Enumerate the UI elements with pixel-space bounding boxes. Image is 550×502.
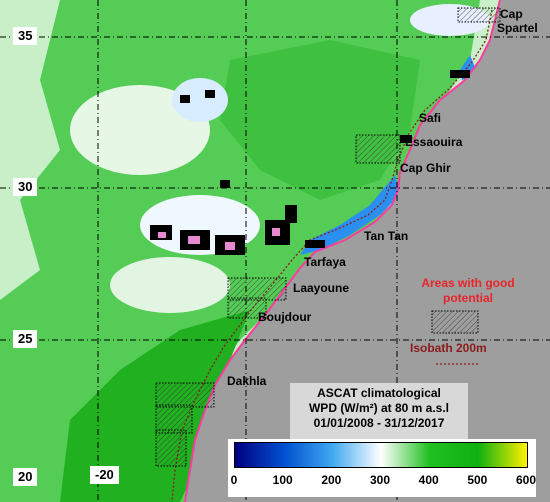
white-patch-2 bbox=[172, 78, 228, 122]
label-tan-tan: Tan Tan bbox=[364, 229, 409, 243]
blue-coastal-band bbox=[300, 175, 400, 255]
colorbar-gradient bbox=[234, 442, 528, 468]
colorbar: 0 100 200 300 400 500 600 bbox=[228, 439, 536, 497]
info-line3: 01/01/2008 - 31/12/2017 bbox=[313, 416, 445, 430]
label-tarfaya: Tarfaya bbox=[304, 255, 346, 269]
label-boujdour: Boujdour bbox=[258, 310, 312, 324]
white-patch-4 bbox=[110, 257, 230, 313]
info-box: ASCAT climatological WPD (W/m²) at 80 m … bbox=[290, 383, 468, 439]
colorbar-tick-300: 300 bbox=[369, 473, 391, 487]
pink-clusters bbox=[158, 228, 280, 250]
legend-areas-line1: Areas with good bbox=[421, 276, 515, 290]
colorbar-tick-200: 200 bbox=[321, 473, 342, 487]
lat-label-35: 35 bbox=[13, 27, 38, 45]
legend-areas-line2: potential bbox=[443, 291, 493, 305]
lat-label-20: 20 bbox=[13, 468, 38, 486]
lat-label-30: 30 bbox=[13, 178, 38, 196]
lon-label-minus20: -20 bbox=[90, 466, 119, 484]
label-laayoune: Laayoune bbox=[293, 281, 350, 295]
label-cap-ghir: Cap Ghir bbox=[400, 161, 451, 175]
isobath-line bbox=[171, 9, 493, 502]
label-spartel: Spartel bbox=[497, 21, 538, 35]
colorbar-tick-400: 400 bbox=[418, 473, 439, 487]
label-essaouira: Essaouira bbox=[405, 135, 463, 149]
info-line1: ASCAT climatological bbox=[317, 386, 441, 400]
colorbar-tick-500: 500 bbox=[467, 473, 488, 487]
legend-areas-title: Areas with good potential bbox=[398, 276, 538, 306]
colorbar-tick-0: 0 bbox=[230, 473, 238, 487]
label-cap: Cap bbox=[500, 7, 523, 21]
wpd-green-strong bbox=[60, 310, 250, 502]
good-potential-areas bbox=[155, 7, 501, 467]
colorbar-tick-600: 600 bbox=[515, 473, 537, 487]
info-line2: WPD (W/m²) at 80 m a.s.l bbox=[308, 401, 450, 415]
black-clusters bbox=[150, 70, 470, 255]
label-safi: Safi bbox=[419, 111, 442, 125]
colorbar-tick-100: 100 bbox=[272, 473, 293, 487]
legend-area-sample bbox=[431, 310, 479, 334]
lat-label-25: 25 bbox=[13, 330, 38, 348]
legend-isobath-label: Isobath 200m bbox=[410, 341, 487, 355]
land-africa bbox=[185, 0, 550, 502]
label-dakhla: Dakhla bbox=[227, 374, 267, 388]
